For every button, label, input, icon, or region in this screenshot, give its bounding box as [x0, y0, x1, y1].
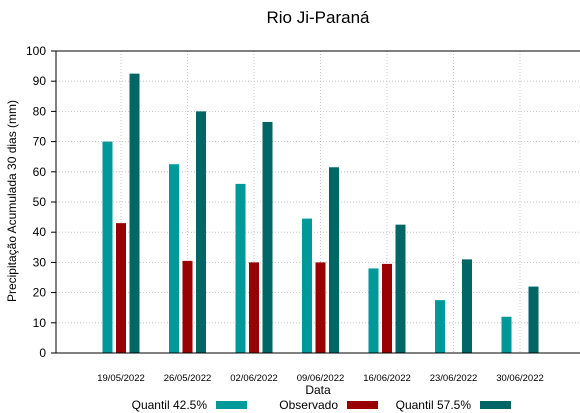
x-tick-label: 09/06/2022: [297, 373, 345, 384]
grid: [56, 51, 580, 353]
bar-quantil-42: [501, 316, 512, 353]
bar-quantil-57: [196, 111, 206, 354]
legend-label: Observado: [279, 398, 338, 412]
bar-quantil-57: [395, 224, 406, 353]
y-tick-label: 40: [33, 225, 47, 239]
y-tick-label: 20: [33, 286, 47, 300]
chart-title: Rio Ji-Paraná: [267, 8, 371, 27]
bar-observado: [249, 262, 259, 353]
y-tick-label: 90: [33, 74, 47, 88]
legend-swatch: [347, 401, 378, 409]
x-tick-label: 02/06/2022: [230, 373, 278, 384]
y-tick-label: 0: [39, 346, 46, 360]
y-tick-label: 30: [33, 255, 47, 269]
y-tick-label: 80: [33, 104, 47, 118]
x-tick-label: 19/05/2022: [97, 373, 145, 384]
legend-label: Quantil 57.5%: [396, 398, 472, 412]
bar-quantil-57: [329, 167, 339, 353]
y-tick-label: 50: [33, 195, 47, 209]
bar-quantil-57: [462, 259, 472, 353]
legend: Quantil 42.5% Observado Quantil 57.5%: [132, 398, 511, 412]
bar-observado: [182, 260, 193, 353]
y-tick-label: 60: [33, 165, 47, 179]
x-axis-label: Data: [305, 383, 331, 397]
bar-quantil-42: [169, 164, 179, 353]
bar-observado: [116, 223, 126, 353]
bar-quantil-57: [262, 121, 273, 353]
bar-quantil-42: [102, 141, 113, 353]
x-tick-label: 30/06/2022: [496, 373, 544, 384]
legend-label: Quantil 42.5%: [132, 398, 208, 412]
bars: [102, 73, 539, 354]
y-tick-label: 70: [33, 135, 47, 149]
y-axis-label: Precipitação Acumulada 30 dias (mm): [5, 100, 19, 302]
plot-frame: [55, 50, 580, 354]
bar-quantil-42: [235, 183, 246, 353]
legend-swatch: [216, 401, 247, 409]
legend-swatch: [480, 401, 511, 409]
y-tick-label: 100: [26, 44, 46, 58]
bar-quantil-42: [368, 268, 379, 353]
bar-quantil-42: [435, 300, 445, 353]
bar-observado: [382, 263, 392, 353]
bar-quantil-57: [528, 286, 539, 353]
bar-quantil-42: [302, 218, 312, 353]
bar-observado: [315, 262, 326, 353]
axes: 0 10 20 30 40 50 60 70 80 90 100 19/05/2022 26/05/20…: [26, 44, 580, 384]
x-tick-label: 26/05/2022: [164, 373, 212, 384]
bar-quantil-57: [129, 73, 140, 354]
x-tick-label: 16/06/2022: [363, 373, 411, 384]
y-tick-label: 10: [33, 316, 47, 330]
x-tick-label: 23/06/2022: [430, 373, 478, 384]
